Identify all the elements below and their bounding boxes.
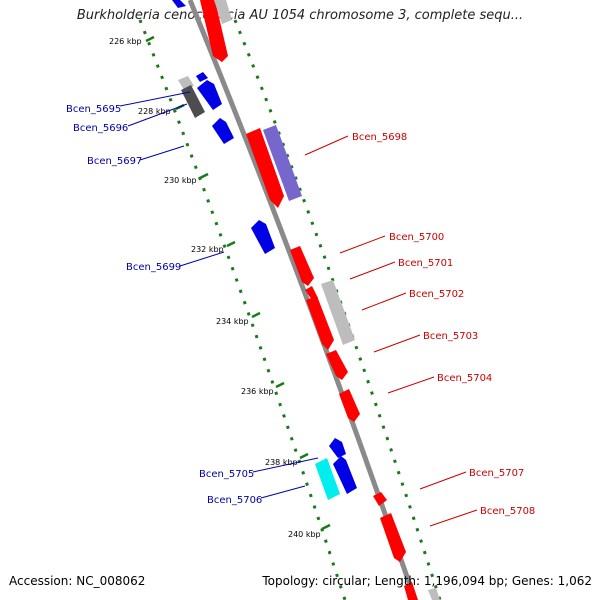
tick-mark — [275, 381, 285, 389]
genome-summary-text: Topology: circular; Length: 1,196,094 bp… — [262, 574, 592, 588]
tick-label: 240 kbp — [288, 530, 321, 539]
tick-label: 236 kbp — [241, 387, 274, 396]
tick-label: 228 kbp — [138, 107, 171, 116]
forward-labels: Bcen_5698 Bcen_5700 Bcen_5701 Bcen_5702 … — [352, 132, 535, 517]
tick-mark — [251, 311, 261, 319]
reverse-labels: Bcen_5695 Bcen_5696 Bcen_5697 Bcen_5699 … — [66, 104, 262, 506]
tick-label: 238 kbp — [265, 458, 298, 467]
gene-label-bcen-5708[interactable]: Bcen_5708 — [480, 506, 535, 517]
gene-feature[interactable] — [373, 492, 387, 506]
gene-feature[interactable] — [200, 0, 228, 62]
gene-feature[interactable] — [196, 72, 208, 82]
gene-feature-bcen-5698-b[interactable] — [263, 125, 302, 201]
gene-feature-bcen-5705[interactable] — [315, 458, 340, 500]
gene-feature[interactable] — [172, 0, 186, 8]
reverse-strand-features — [172, 0, 357, 500]
gene-label-bcen-5698[interactable]: Bcen_5698 — [352, 132, 407, 143]
gene-feature-bcen-5700[interactable] — [290, 246, 314, 286]
tick-mark — [299, 452, 309, 460]
tick-mark — [145, 35, 155, 43]
gene-feature-bcen-5697[interactable] — [212, 118, 234, 144]
accession-text: Accession: NC_008062 — [9, 574, 146, 588]
gene-feature-bcen-5701[interactable] — [305, 286, 318, 300]
gene-feature[interactable] — [197, 80, 222, 110]
gene-label-bcen-5706[interactable]: Bcen_5706 — [207, 495, 262, 506]
tick-mark — [226, 240, 236, 248]
gene-feature-bcen-5704[interactable] — [339, 389, 360, 422]
gene-feature-bcen-5703[interactable] — [326, 350, 348, 380]
gene-feature-bcen-5702-b[interactable] — [321, 280, 355, 345]
forward-strand-features — [200, 0, 440, 600]
gene-label-bcen-5700[interactable]: Bcen_5700 — [389, 232, 444, 243]
gene-label-bcen-5696[interactable]: Bcen_5696 — [73, 123, 128, 134]
gene-label-bcen-5705[interactable]: Bcen_5705 — [199, 469, 254, 480]
gene-feature[interactable] — [214, 0, 232, 24]
gene-feature-bcen-5699[interactable] — [251, 220, 275, 254]
tick-mark — [321, 523, 331, 531]
gene-feature[interactable] — [428, 588, 440, 600]
gene-feature-bcen-5708[interactable] — [380, 513, 406, 562]
tick-label: 232 kbp — [191, 245, 224, 254]
gene-label-bcen-5702[interactable]: Bcen_5702 — [409, 289, 464, 300]
gene-feature-bcen-5696[interactable] — [181, 85, 205, 118]
forward-leaders — [304, 135, 478, 527]
tick-label: 226 kbp — [109, 37, 142, 46]
reverse-leaders — [119, 91, 319, 499]
gene-feature-bcen-5706[interactable] — [333, 456, 357, 494]
gene-feature[interactable] — [329, 438, 346, 458]
gene-feature-bcen-5698[interactable] — [246, 128, 284, 208]
gene-feature[interactable] — [404, 582, 418, 600]
gene-label-bcen-5703[interactable]: Bcen_5703 — [423, 331, 478, 342]
gene-label-bcen-5695[interactable]: Bcen_5695 — [66, 104, 121, 115]
gene-feature-bcen-5702[interactable] — [306, 296, 334, 350]
gene-label-bcen-5699[interactable]: Bcen_5699 — [126, 262, 181, 273]
tick-label: 234 kbp — [216, 317, 249, 326]
tick-labels: 226 kbp 228 kbp 230 kbp 232 kbp 234 kbp … — [109, 37, 321, 539]
gene-label-bcen-5704[interactable]: Bcen_5704 — [437, 373, 492, 384]
backbone — [187, 0, 418, 600]
tick-mark — [199, 172, 209, 180]
tick-label: 230 kbp — [164, 176, 197, 185]
map-title: Burkholderia cenocepacia AU 1054 chromos… — [76, 8, 524, 23]
gene-label-bcen-5697[interactable]: Bcen_5697 — [87, 156, 142, 167]
gene-label-bcen-5701[interactable]: Bcen_5701 — [398, 258, 453, 269]
tick-marks — [145, 35, 331, 531]
gene-label-bcen-5707[interactable]: Bcen_5707 — [469, 468, 524, 479]
